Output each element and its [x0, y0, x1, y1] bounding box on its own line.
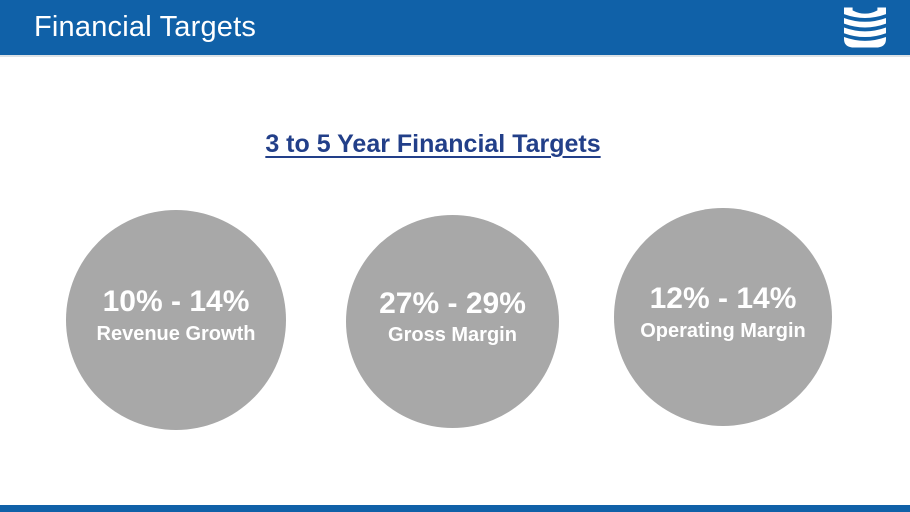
gross-margin-label: Gross Margin: [388, 324, 517, 347]
gross-margin-range: 27% - 29%: [379, 286, 526, 320]
heading-container: 3 to 5 Year Financial Targets: [0, 130, 888, 159]
target-circle-revenue-growth: 10% - 14% Revenue Growth: [66, 210, 286, 430]
page-title: Financial Targets: [34, 11, 257, 43]
operating-margin-label: Operating Margin: [640, 319, 806, 342]
revenue-growth-label: Revenue Growth: [96, 322, 256, 345]
slide-header: Financial Targets: [0, 0, 910, 55]
target-circle-gross-margin: 27% - 29% Gross Margin: [346, 215, 559, 428]
company-logo-icon: [844, 7, 886, 48]
footer-accent-bar: [0, 505, 910, 512]
revenue-growth-range: 10% - 14%: [102, 285, 250, 319]
operating-margin-range: 12% - 14%: [649, 282, 797, 316]
section-heading: 3 to 5 Year Financial Targets: [265, 130, 601, 158]
target-circle-operating-margin: 12% - 14% Operating Margin: [614, 208, 832, 426]
